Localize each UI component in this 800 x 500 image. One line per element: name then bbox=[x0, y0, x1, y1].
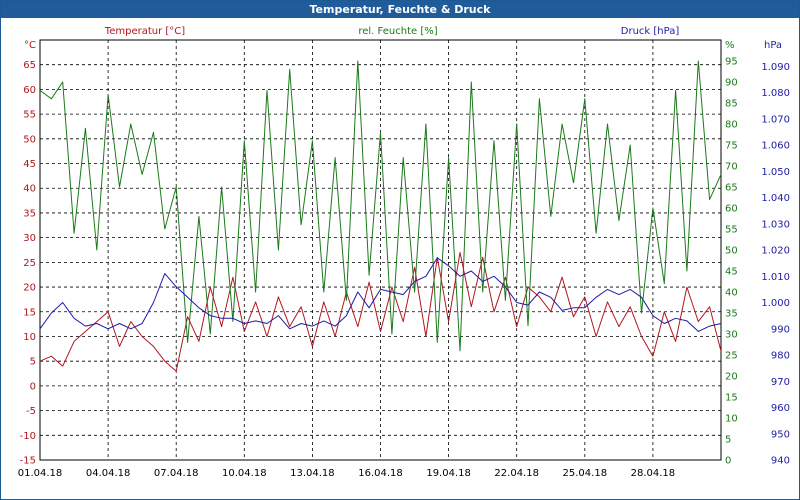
humidity-tick-label: 5 bbox=[725, 435, 731, 446]
pressure-unit-label: hPa bbox=[764, 40, 782, 51]
grid-lines bbox=[40, 40, 721, 460]
pressure-tick-label: 1.090 bbox=[761, 62, 790, 73]
temperature-tick-label: 60 bbox=[23, 85, 36, 96]
temperature-tick-label: -15 bbox=[20, 456, 36, 467]
humidity-tick-label: 30 bbox=[725, 330, 738, 341]
plot-area bbox=[39, 39, 722, 461]
humidity-tick-label: 75 bbox=[725, 141, 738, 152]
pressure-tick-label: 1.040 bbox=[761, 193, 790, 204]
humidity-tick-label: 25 bbox=[725, 351, 738, 362]
humidity-series-line bbox=[39, 60, 722, 352]
humidity-tick-label: 70 bbox=[725, 162, 738, 173]
pressure-tick-label: 990 bbox=[771, 324, 790, 335]
humidity-tick-label: 85 bbox=[725, 99, 738, 110]
humidity-tick-label: 90 bbox=[725, 78, 738, 89]
pressure-tick-label: 1.000 bbox=[761, 298, 790, 309]
humidity-tick-label: 10 bbox=[725, 414, 738, 425]
humidity-tick-label: 95 bbox=[725, 57, 738, 68]
temperature-tick-label: 40 bbox=[23, 184, 36, 195]
pressure-tick-label: 1.020 bbox=[761, 246, 790, 257]
humidity-tick-label: 40 bbox=[725, 288, 738, 299]
pressure-tick-label: 1.070 bbox=[761, 114, 790, 125]
temperature-tick-label: -10 bbox=[20, 431, 36, 442]
chart-title: Temperatur, Feuchte & Druck bbox=[1, 1, 799, 18]
humidity-tick-label: 15 bbox=[725, 393, 738, 404]
pressure-axis-label: Druck [hPa] bbox=[621, 26, 680, 37]
temperature-tick-label: 20 bbox=[23, 283, 36, 294]
humidity-tick-label: 65 bbox=[725, 183, 738, 194]
x-tick-label: 04.04.18 bbox=[86, 468, 131, 479]
humidity-tick-label: 20 bbox=[725, 372, 738, 383]
humidity-unit-label: % bbox=[725, 40, 735, 51]
pressure-tick-label: 1.030 bbox=[761, 219, 790, 230]
pressure-series-line bbox=[39, 257, 722, 332]
temperature-unit-label: °C bbox=[24, 40, 36, 51]
x-tick-label: 07.04.18 bbox=[154, 468, 199, 479]
temperature-tick-label: 10 bbox=[23, 332, 36, 343]
humidity-tick-label: 45 bbox=[725, 267, 738, 278]
humidity-axis-label: rel. Feuchte [%] bbox=[358, 26, 437, 37]
humidity-tick-label: 35 bbox=[725, 309, 738, 320]
temperature-tick-label: 5 bbox=[30, 357, 36, 368]
humidity-tick-label: 50 bbox=[725, 246, 738, 257]
x-tick-label: 10.04.18 bbox=[222, 468, 267, 479]
temperature-tick-label: 55 bbox=[23, 110, 36, 121]
x-tick-label: 25.04.18 bbox=[563, 468, 608, 479]
pressure-tick-label: 1.080 bbox=[761, 88, 790, 99]
pressure-tick-label: 980 bbox=[771, 351, 790, 362]
temperature-tick-label: 15 bbox=[23, 307, 36, 318]
x-tick-label: 16.04.18 bbox=[358, 468, 403, 479]
pressure-tick-label: 940 bbox=[771, 456, 790, 467]
temperature-tick-label: 65 bbox=[23, 60, 36, 71]
pressure-tick-label: 1.050 bbox=[761, 167, 790, 178]
x-tick-label: 13.04.18 bbox=[290, 468, 335, 479]
temperature-tick-label: -5 bbox=[26, 406, 36, 417]
temperature-tick-label: 25 bbox=[23, 258, 36, 269]
temperature-tick-label: 0 bbox=[30, 381, 36, 392]
humidity-tick-label: 0 bbox=[725, 456, 731, 467]
temperature-tick-label: 35 bbox=[23, 208, 36, 219]
pressure-tick-label: 950 bbox=[771, 429, 790, 440]
humidity-tick-label: 60 bbox=[725, 204, 738, 215]
x-tick-label: 22.04.18 bbox=[494, 468, 539, 479]
temperature-tick-label: 50 bbox=[23, 134, 36, 145]
axis-ticks: 01.04.18 04.04.18 07.04.18 10.04.18 13.04.18… bbox=[18, 57, 790, 480]
temperature-tick-label: 45 bbox=[23, 159, 36, 170]
temperature-series-line bbox=[39, 252, 722, 372]
x-tick-label: 19.04.18 bbox=[426, 468, 471, 479]
pressure-tick-label: 960 bbox=[771, 403, 790, 414]
x-tick-label: 28.04.18 bbox=[631, 468, 676, 479]
pressure-tick-label: 1.010 bbox=[761, 272, 790, 283]
humidity-tick-label: 80 bbox=[725, 120, 738, 131]
pressure-tick-label: 970 bbox=[771, 377, 790, 388]
temperature-tick-label: 30 bbox=[23, 233, 36, 244]
x-tick-label: 01.04.18 bbox=[18, 468, 63, 479]
temperature-axis-label: Temperatur [°C] bbox=[104, 26, 185, 37]
series-lines bbox=[39, 60, 722, 372]
humidity-tick-label: 55 bbox=[725, 225, 738, 236]
pressure-tick-label: 1.060 bbox=[761, 141, 790, 152]
